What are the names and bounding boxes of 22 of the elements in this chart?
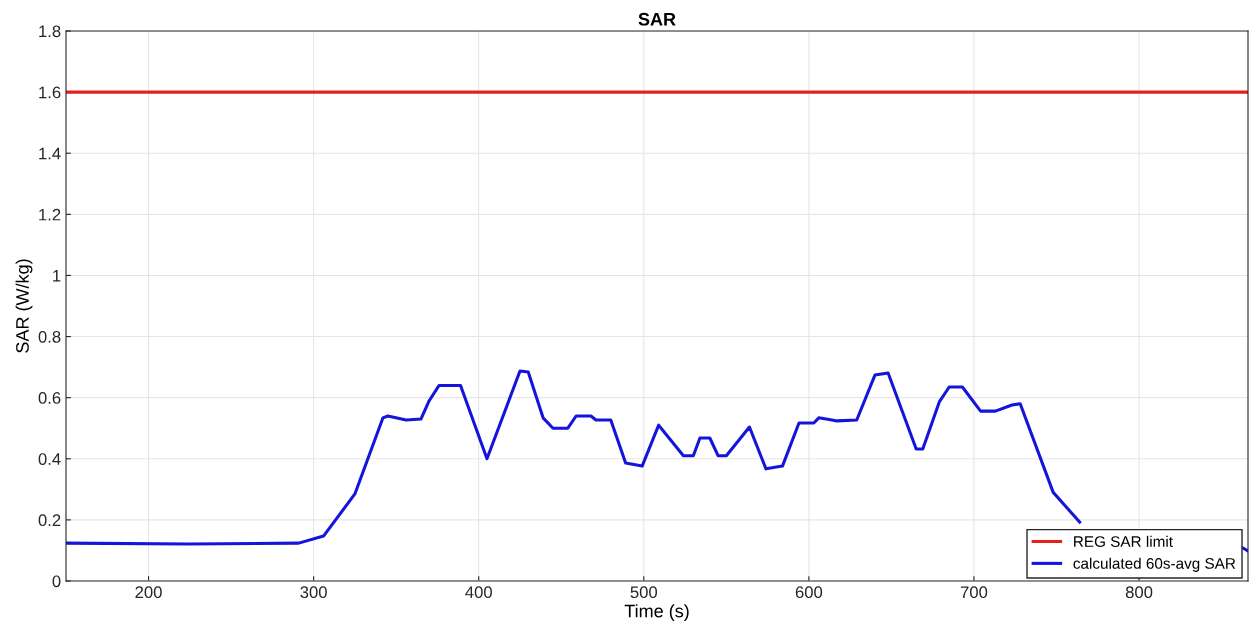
x-tick-label: 200 [135, 586, 162, 599]
legend-label: calculated 60s-avg SAR [1073, 557, 1236, 572]
y-tick-label: 0.4 [38, 453, 61, 465]
y-tick-label: 1.6 [39, 86, 61, 99]
x-tick-label: 600 [795, 586, 823, 599]
chart-title: SAR [638, 12, 676, 26]
y-tick-label: 0 [52, 575, 61, 588]
x-tick-label: 800 [1125, 586, 1153, 599]
y-tick-label: 1.8 [39, 25, 61, 38]
x-tick-label: 400 [465, 586, 492, 599]
y-tick-label: 0.2 [38, 514, 61, 527]
y-axis-title: SAR (W/kg) [15, 259, 33, 353]
legend-label: REG SAR limit [1074, 535, 1173, 547]
x-tick-label: 700 [960, 586, 988, 599]
y-tick-label: 1.2 [39, 208, 61, 221]
x-tick-label: 300 [300, 586, 327, 599]
x-tick-label: 500 [630, 586, 658, 599]
y-tick-label: 0.6 [38, 392, 61, 404]
y-tick-label: 1.4 [39, 147, 61, 160]
y-tick-label: 0.8 [38, 330, 61, 343]
x-axis-title: Time (s) [624, 604, 689, 621]
y-tick-label: 1 [53, 270, 61, 282]
